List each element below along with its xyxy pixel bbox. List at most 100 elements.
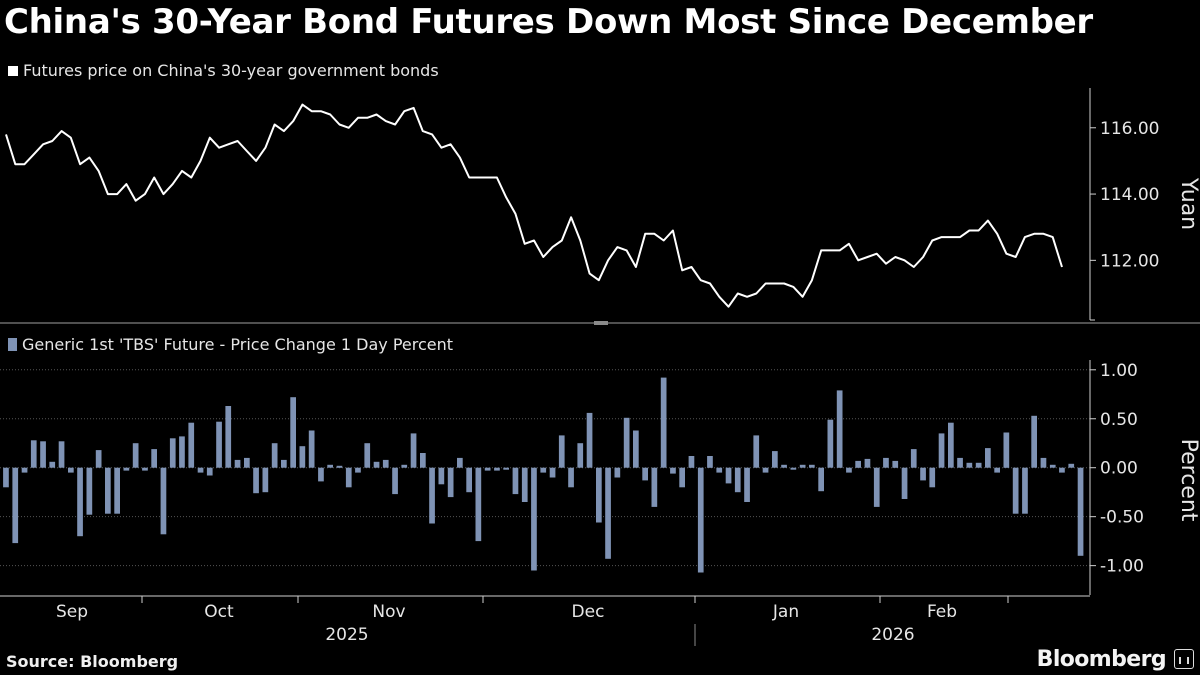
price-axis: 112.00 114.00 116.00 Yuan: [1089, 88, 1200, 321]
change-bar: [447, 467, 454, 498]
change-axis: -1.00 -0.50 0.00 0.50 1.00 Percent: [1089, 360, 1200, 595]
change-bar: [3, 467, 9, 488]
change-bar: [707, 456, 713, 468]
price-axis-title: Yuan: [1176, 177, 1200, 230]
change-bar: [475, 467, 482, 542]
change-bar: [105, 467, 111, 514]
change-axis-title: Percent: [1176, 439, 1200, 522]
change-bar: [271, 443, 278, 468]
change-bar: [614, 467, 621, 478]
change-bar: [234, 459, 241, 468]
change-bar: [494, 467, 500, 471]
change-bar: [938, 433, 945, 468]
change-bar: [929, 467, 936, 488]
change-bar: [290, 397, 296, 468]
change-bar: [623, 417, 630, 468]
change-y-tick-label: 0.00: [1100, 459, 1138, 479]
year-label: 2026: [871, 625, 914, 645]
change-bar: [336, 465, 343, 468]
change-bar: [438, 467, 445, 485]
change-bar: [910, 449, 917, 468]
change-bar: [262, 467, 269, 493]
change-bar: [49, 461, 56, 468]
change-bar: [762, 467, 769, 473]
change-legend-label: Generic 1st 'TBS' Future - Price Change …: [22, 335, 454, 354]
change-bar: [985, 448, 991, 468]
change-bar: [799, 464, 806, 468]
change-bar: [716, 467, 723, 473]
change-bar: [975, 462, 982, 468]
change-plot: [3, 377, 1084, 573]
change-bar: [308, 430, 315, 468]
change-bar: [225, 406, 232, 468]
change-bar: [651, 467, 658, 507]
change-bar: [169, 438, 176, 468]
month-label: Dec: [572, 602, 605, 622]
change-bar: [503, 467, 509, 470]
change-bar: [864, 458, 871, 468]
month-label: Nov: [372, 602, 405, 622]
change-bar: [568, 467, 574, 488]
change-bar: [132, 443, 139, 468]
price-line: [5, 103, 1063, 308]
change-bar: [345, 467, 352, 488]
year-label: 2025: [325, 625, 368, 645]
change-bar: [892, 460, 899, 468]
month-label: Oct: [204, 602, 234, 622]
change-bar: [355, 467, 361, 473]
change-bar: [1068, 463, 1075, 468]
change-bar: [1059, 467, 1065, 473]
change-bar: [827, 419, 834, 468]
change-bar: [429, 467, 435, 524]
change-bar: [966, 462, 973, 468]
change-bar: [484, 467, 491, 471]
change-bar: [1003, 432, 1010, 468]
change-bar: [114, 467, 120, 514]
terminal-icon: [1174, 649, 1194, 669]
change-bar: [605, 467, 611, 559]
price-y-tick-label: 112.00: [1100, 251, 1159, 271]
change-bar: [1012, 467, 1019, 514]
change-bar: [1022, 467, 1028, 514]
change-bar: [1031, 415, 1037, 468]
change-bar: [142, 467, 148, 471]
change-bar: [670, 467, 676, 474]
change-bar: [920, 467, 926, 481]
change-bar: [12, 467, 19, 544]
change-bar: [151, 449, 157, 468]
change-bar: [744, 467, 750, 502]
change-bar: [642, 467, 648, 481]
price-legend: Futures price on China's 30-year governm…: [8, 61, 439, 80]
month-label: Feb: [927, 602, 957, 622]
change-bar: [401, 464, 408, 468]
panel-resize-handle: [594, 321, 608, 325]
change-bar: [197, 467, 204, 473]
change-y-tick-label: -1.00: [1100, 557, 1144, 577]
change-bar: [77, 467, 83, 537]
change-bar: [596, 467, 602, 523]
change-bar: [216, 421, 222, 468]
change-bar: [772, 451, 778, 468]
change-bar: [846, 467, 852, 473]
change-bar: [30, 440, 37, 468]
change-bar: [873, 467, 880, 507]
change-bar: [160, 467, 167, 535]
change-bar: [457, 457, 463, 468]
change-bar: [577, 443, 584, 468]
price-plot: [5, 103, 1063, 308]
change-bar: [206, 467, 213, 476]
change-bar: [697, 467, 704, 573]
change-bar: [68, 467, 74, 473]
change-bar: [123, 467, 130, 471]
change-bar: [549, 467, 556, 478]
change-legend: Generic 1st 'TBS' Future - Price Change …: [8, 335, 453, 354]
change-bar: [410, 433, 417, 468]
change-bar: [253, 467, 259, 494]
source-note: Source: Bloomberg: [6, 652, 179, 671]
change-y-tick-label: 0.50: [1100, 410, 1138, 430]
change-bar: [790, 467, 797, 470]
change-bar: [392, 467, 398, 495]
change-bar: [633, 430, 639, 468]
chart-title: China's 30-Year Bond Futures Down Most S…: [4, 2, 1093, 42]
change-y-tick-label: 1.00: [1100, 361, 1138, 381]
